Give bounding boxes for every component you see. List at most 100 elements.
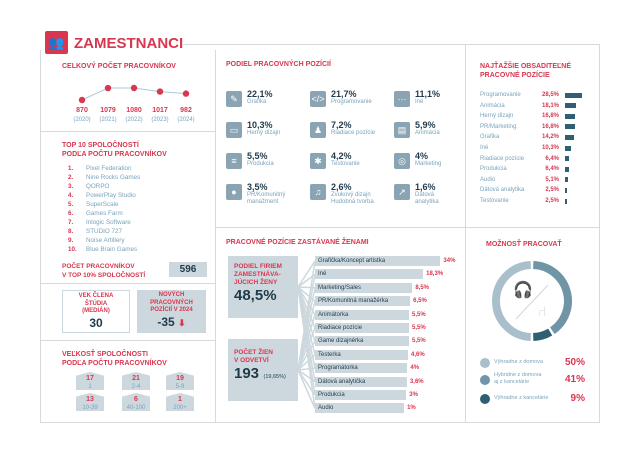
position-label: Testovanie bbox=[331, 161, 360, 167]
position-item: 4,2% Testovanie bbox=[331, 151, 391, 168]
work-donut-chart bbox=[492, 261, 572, 341]
header-icon: 👥 bbox=[45, 31, 68, 54]
position-pct: 5,5% bbox=[247, 151, 268, 161]
divider bbox=[599, 44, 600, 422]
women-bar-value: 4,6% bbox=[411, 351, 425, 358]
hardest-bar bbox=[565, 124, 576, 130]
hardest-label: Iné bbox=[480, 145, 489, 151]
hardest-value: 14,2% bbox=[541, 134, 559, 141]
target-icon: ◎ bbox=[394, 153, 410, 169]
workers-year: (2021) bbox=[99, 117, 116, 123]
page-title: ZAMESTNANCI bbox=[74, 35, 184, 52]
donut-segment bbox=[492, 261, 532, 341]
pen-icon: ✎ bbox=[226, 91, 242, 107]
top10-name: STUDIO 727 bbox=[86, 228, 123, 235]
top10-item: 5. SuperScale bbox=[68, 201, 119, 209]
women-bar-value: 18,3% bbox=[426, 271, 444, 278]
top10-name: PowerPlay Studio bbox=[86, 192, 136, 199]
position-pct: 4% bbox=[415, 151, 429, 161]
women-bar-value: 3,6% bbox=[409, 378, 424, 385]
women-firms-value: 48,5% bbox=[234, 287, 277, 304]
top10-item: 1. Pixel Federation bbox=[68, 165, 132, 173]
divider bbox=[40, 50, 41, 422]
position-item: 2,6% Zvukový dizajn Hudobná tvorba bbox=[331, 182, 391, 206]
legend-label: Výhradne z kancelárie bbox=[494, 395, 560, 402]
workers-point bbox=[78, 96, 86, 104]
size-count: 13 bbox=[86, 396, 94, 403]
hardest-value: 6,4% bbox=[545, 166, 559, 173]
new-positions-value: -35 bbox=[157, 314, 175, 329]
women-bar: Animátorka bbox=[315, 309, 410, 320]
top10-rank: 2. bbox=[68, 174, 74, 181]
hardest-value: 16,8% bbox=[541, 123, 559, 130]
position-pct: 4,2% bbox=[331, 151, 352, 161]
workers-value: 1017 bbox=[152, 107, 168, 114]
positions-title: PODIEL PRACOVNÝCH POZÍCIÍ bbox=[226, 61, 331, 68]
women-firms-box: PODIEL FIRIEM ZAMESTNÁVA- JÚCICH ŽENY 48,5… bbox=[228, 256, 298, 318]
top10-name: Blue Brain Games bbox=[86, 246, 138, 253]
position-item: 11,1% Iné bbox=[415, 89, 475, 106]
workers-year: (2024) bbox=[177, 117, 194, 123]
workers-point bbox=[130, 84, 138, 92]
connector-line bbox=[297, 286, 316, 302]
position-label-2: manažment bbox=[247, 199, 279, 205]
top10-rank: 6. bbox=[68, 210, 74, 217]
hardest-label: PR/Marketing bbox=[480, 123, 517, 130]
position-item: 22,1% Grafika bbox=[247, 89, 307, 106]
top10-name: SuperScale bbox=[86, 201, 119, 208]
women-bar-value: 4% bbox=[410, 365, 420, 372]
hardest-label: Riadiace pozície bbox=[480, 155, 525, 162]
film-icon: ▤ bbox=[394, 122, 410, 138]
size-house: 1 200+ bbox=[166, 393, 194, 411]
top10-name: Noise Artillery bbox=[86, 237, 125, 244]
headset-icon: 🎧 bbox=[513, 282, 533, 299]
women-bar-value: 3% bbox=[409, 392, 418, 398]
women-bar: Audio bbox=[315, 403, 405, 414]
position-label: Iné bbox=[415, 99, 424, 105]
divider bbox=[215, 227, 599, 228]
women-bar: Marketing/Sales bbox=[315, 282, 413, 293]
women-count-box: POČET ŽIEN V ODVETVÍ 193 (19,65%) bbox=[228, 339, 298, 401]
women-bar-value: 1% bbox=[407, 405, 416, 412]
position-label: Marketing bbox=[415, 161, 442, 167]
workers-point bbox=[156, 88, 164, 95]
position-label: Dátová bbox=[415, 192, 435, 198]
workers-value: 1080 bbox=[126, 107, 142, 114]
chat-icon: ● bbox=[226, 184, 242, 200]
legend-dot bbox=[480, 375, 490, 385]
hardest-bar bbox=[565, 198, 567, 204]
women-count-value: 193 bbox=[234, 365, 260, 382]
top10-item: 6. Games Farm bbox=[68, 210, 123, 218]
position-pct: 11,1% bbox=[415, 89, 441, 99]
size-house: 17 1 bbox=[76, 372, 104, 390]
legend-label-1: Výhradne z kancelárie bbox=[494, 395, 549, 401]
divider bbox=[40, 340, 215, 341]
position-item: 21,7% Programovanie bbox=[331, 89, 391, 106]
position-item: 1,6% Dátová analytika bbox=[415, 182, 475, 206]
hardest-bar bbox=[565, 103, 576, 109]
size-range: 1 bbox=[88, 384, 92, 390]
office-chair-icon: ⑁ bbox=[538, 303, 547, 319]
workers-value: 982 bbox=[180, 107, 192, 114]
hardest-bar bbox=[565, 177, 569, 183]
women-bar: Grafička/Koncept artistka bbox=[315, 256, 441, 266]
hardest-bar bbox=[565, 92, 583, 98]
position-item: 3,5% PR/Komunitný manažment bbox=[247, 182, 307, 206]
total-workers-title: CELKOVÝ POČET PRACOVNÍKOV bbox=[62, 63, 176, 70]
hardest-label: Programovanie bbox=[480, 92, 521, 98]
position-pct: 10,3% bbox=[247, 120, 273, 130]
code-icon: </> bbox=[310, 91, 326, 107]
women-bar: Iné bbox=[315, 269, 424, 280]
hardest-label: Dátová analytika bbox=[480, 187, 525, 194]
women-bar-value: 5,5% bbox=[412, 325, 426, 331]
bug-icon: ✱ bbox=[310, 153, 326, 169]
hardest-bar bbox=[565, 156, 569, 162]
position-label: Zvukový dizajn bbox=[331, 192, 371, 198]
women-count-pct: (19,65%) bbox=[263, 374, 286, 380]
position-label: Riadiace pozície bbox=[331, 130, 376, 136]
size-count: 19 bbox=[176, 375, 184, 382]
top10-item: 10. Blue Brain Games bbox=[68, 246, 137, 254]
hardest-value: 28,5% bbox=[541, 92, 559, 98]
chart-icon: ↗ bbox=[394, 184, 410, 200]
women-bar-value: 6,5% bbox=[413, 298, 427, 305]
